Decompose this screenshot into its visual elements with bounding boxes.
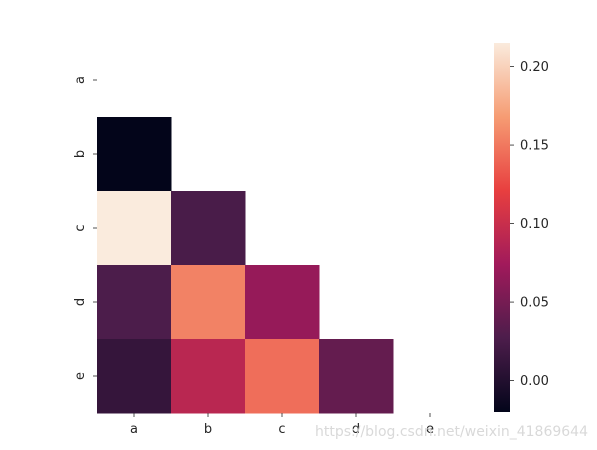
colorbar-gradient	[494, 43, 510, 412]
x-axis: a b c d e	[130, 413, 434, 437]
heatmap-cell-c-b	[171, 191, 246, 266]
colorbar-tick-label: 0.20	[520, 60, 549, 75]
heatmap-cell-c-a	[97, 191, 172, 266]
colorbar-tick-label: 0.00	[520, 374, 549, 389]
heatmap-cell-d-a	[97, 265, 172, 340]
colorbar-tick-label: 0.10	[520, 217, 549, 232]
heatmap-cells	[97, 117, 394, 414]
y-tick-label: e	[73, 372, 88, 380]
watermark: https://blog.csdn.net/weixin_41869644	[315, 424, 588, 440]
x-tick-label: c	[278, 422, 285, 437]
heatmap-cell-e-b	[171, 339, 246, 414]
heatmap-cell-e-a	[97, 339, 172, 414]
heatmap-cell-b-a	[97, 117, 172, 192]
x-tick-label: e	[426, 422, 434, 437]
y-tick-label: d	[73, 298, 88, 306]
colorbar-tick-label: 0.05	[520, 296, 549, 311]
y-tick-label: b	[73, 150, 88, 158]
x-tick-label: b	[204, 422, 212, 437]
heatmap-cell-e-d	[319, 339, 394, 414]
heatmap-cell-d-c	[245, 265, 320, 340]
y-axis: a b c d e	[73, 76, 97, 380]
heatmap-cell-e-c	[245, 339, 320, 414]
colorbar-tick-label: 0.15	[520, 139, 549, 154]
y-tick-label: a	[73, 76, 88, 84]
heatmap-cell-d-b	[171, 265, 246, 340]
y-tick-label: c	[73, 224, 88, 231]
x-tick-label: a	[130, 422, 138, 437]
colorbar: 0.00 0.05 0.10 0.15 0.20	[494, 43, 549, 412]
x-tick-label: d	[352, 422, 360, 437]
